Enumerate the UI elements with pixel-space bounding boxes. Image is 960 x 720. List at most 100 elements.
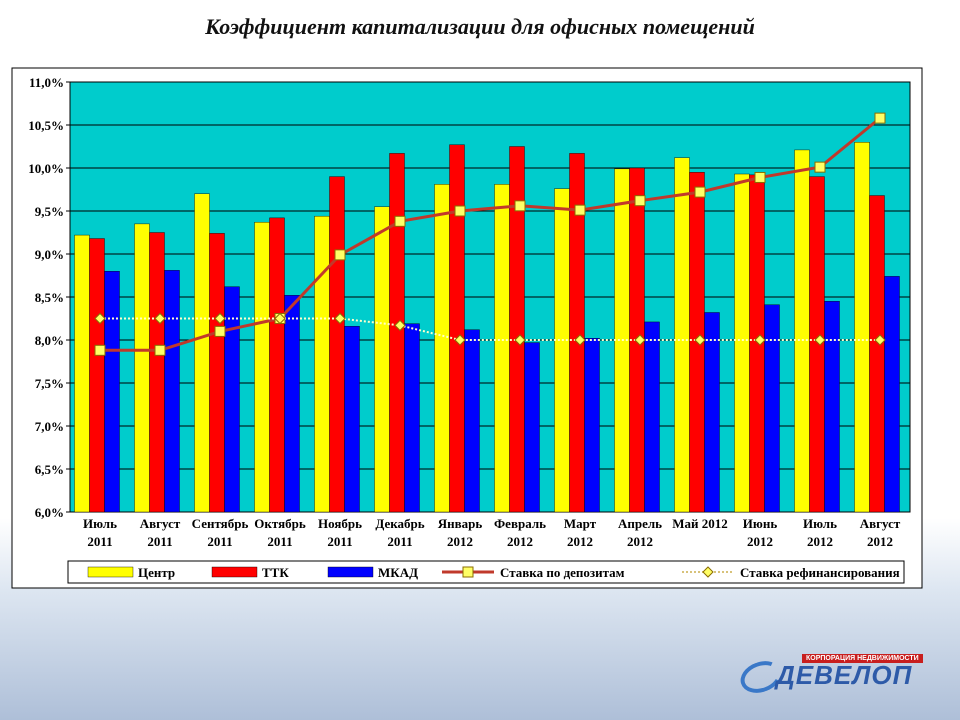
bar-МКАД (344, 326, 360, 513)
x-tick-label: 2012 (867, 534, 893, 549)
legend-label: Ставка по депозитам (500, 565, 625, 580)
legend-marker (462, 566, 474, 578)
y-tick-label: 10,0% (28, 161, 64, 176)
y-tick-label: 7,5% (35, 376, 64, 391)
bar-ТТК (89, 238, 105, 513)
bar-МКАД (104, 271, 120, 513)
bar-Центр (194, 193, 210, 513)
bar-Центр (794, 149, 810, 513)
x-tick-label: 2012 (747, 534, 773, 549)
marker-Ставка рефинансирования (634, 334, 646, 346)
marker-Ставка по депозитам (214, 325, 226, 337)
bar-МКАД (284, 295, 300, 513)
legend-label: МКАД (378, 565, 418, 580)
marker-Ставка рефинансирования (874, 334, 886, 346)
x-tick-label: 2011 (387, 534, 412, 549)
marker-Ставка по депозитам (814, 161, 826, 173)
legend-swatch (211, 566, 258, 578)
bar-ТТК (569, 153, 585, 513)
x-tick-label: 2012 (567, 534, 593, 549)
marker-Ставка рефинансирования (574, 334, 586, 346)
x-tick-label: Август (140, 516, 181, 531)
x-tick-label: 2011 (87, 534, 112, 549)
bar-ТТК (509, 146, 525, 513)
bar-МКАД (404, 323, 420, 513)
legend-marker (702, 566, 714, 578)
marker-Ставка по депозитам (694, 186, 706, 198)
marker-Ставка рефинансирования (394, 319, 406, 332)
x-tick-label: Ноябрь (318, 516, 362, 531)
bar-Центр (74, 234, 90, 513)
bar-ТТК (329, 176, 345, 513)
marker-Ставка по депозитам (874, 112, 886, 124)
y-tick-label: 9,5% (35, 204, 64, 219)
bar-МКАД (584, 338, 600, 513)
x-tick-label: Июль (83, 516, 117, 531)
bar-Центр (254, 221, 270, 513)
x-tick-label: Июнь (743, 516, 778, 531)
marker-Ставка рефинансирования (454, 334, 466, 346)
bar-МКАД (464, 329, 480, 513)
marker-Ставка рефинансирования (94, 312, 106, 325)
legend-label: Центр (138, 565, 175, 580)
x-tick-label: 2012 (507, 534, 533, 549)
bar-ТТК (389, 153, 405, 513)
x-tick-label: Сентябрь (192, 516, 249, 531)
marker-Ставка по депозитам (94, 344, 106, 356)
marker-Ставка рефинансирования (154, 312, 166, 325)
y-tick-label: 9,0% (35, 247, 64, 262)
marker-Ставка рефинансирования (814, 334, 826, 346)
x-tick-label: 2011 (207, 534, 232, 549)
legend-label: ТТК (262, 565, 289, 580)
x-tick-label: 2012 (807, 534, 833, 549)
y-tick-label: 8,5% (35, 290, 64, 305)
bar-Центр (554, 188, 570, 513)
x-tick-label: Февраль (494, 516, 546, 531)
y-tick-label: 8,0% (35, 333, 64, 348)
bar-МКАД (644, 321, 660, 513)
bar-Центр (314, 215, 330, 513)
marker-Ставка по депозитам (754, 171, 766, 183)
bar-ТТК (449, 144, 465, 513)
x-tick-label: Август (860, 516, 901, 531)
bar-МКАД (884, 276, 900, 513)
marker-Ставка рефинансирования (754, 334, 766, 346)
marker-Ставка рефинансирования (214, 312, 226, 325)
legend-swatch (87, 566, 134, 578)
bar-МКАД (524, 342, 540, 513)
bar-МКАД (824, 301, 840, 513)
marker-Ставка по депозитам (154, 344, 166, 356)
bar-Центр (854, 141, 870, 513)
line-Ставка по депозитам (100, 116, 881, 352)
marker-Ставка рефинансирования (694, 334, 706, 346)
x-tick-label: Апрель (618, 516, 662, 531)
bar-Центр (374, 206, 390, 513)
y-tick-label: 11,0% (29, 75, 64, 90)
x-tick-label: 2012 (447, 534, 473, 549)
marker-Ставка по депозитам (574, 204, 586, 216)
x-tick-label: Октябрь (254, 516, 306, 531)
y-tick-label: 6,5% (35, 462, 64, 477)
x-tick-label: 2011 (267, 534, 292, 549)
marker-Ставка рефинансирования (514, 334, 526, 346)
bar-Центр (674, 157, 690, 513)
x-tick-label: 2011 (147, 534, 172, 549)
marker-Ставка по депозитам (454, 205, 466, 217)
x-tick-label: Январь (438, 516, 483, 531)
bar-МКАД (764, 304, 780, 513)
brand-logo: КОРПОРАЦИЯ НЕДВИЖИМОСТИ ДЕВЕЛОП (736, 654, 940, 699)
x-tick-label: Май 2012 (672, 516, 728, 531)
brand-name: ДЕВЕЛОП (776, 660, 913, 690)
bar-ТТК (209, 233, 225, 513)
x-tick-label: Декабрь (375, 516, 424, 531)
bar-Центр (494, 184, 510, 513)
x-tick-label: Март (564, 516, 597, 531)
x-tick-label: 2011 (327, 534, 352, 549)
marker-Ставка по депозитам (394, 215, 406, 227)
marker-Ставка рефинансирования (274, 312, 286, 325)
x-tick-label: 2012 (627, 534, 653, 549)
bar-Центр (734, 173, 750, 513)
bar-Центр (134, 223, 150, 513)
chart-title: Коэффициент капитализации для офисных по… (205, 14, 755, 39)
